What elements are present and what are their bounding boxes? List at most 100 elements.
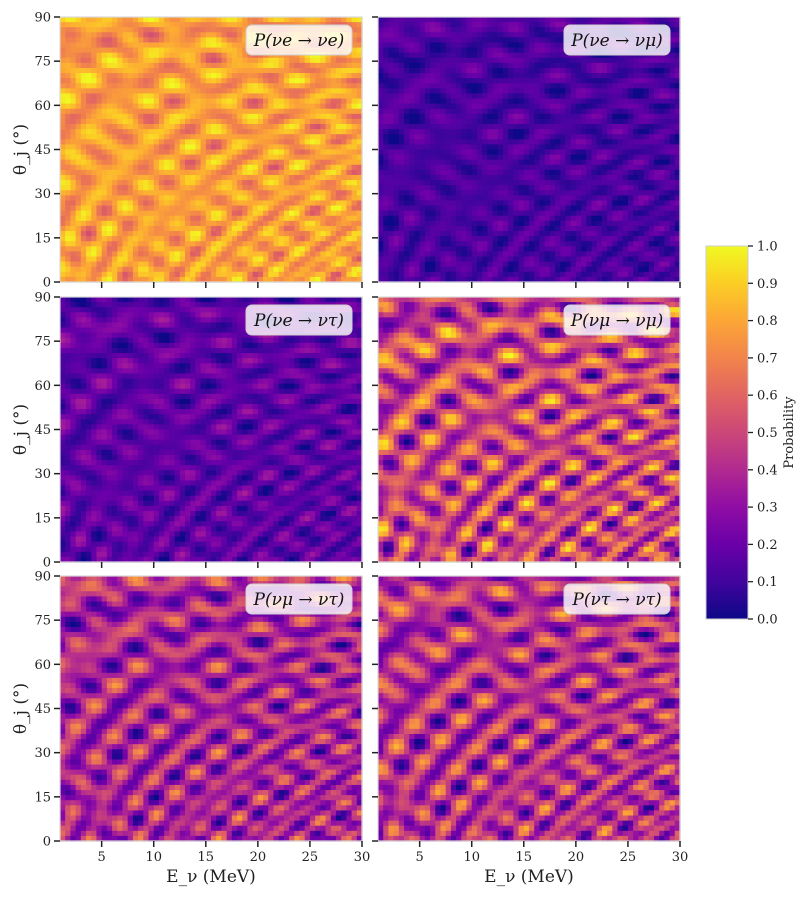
heatmap-cell xyxy=(315,129,321,135)
heatmap-cell xyxy=(211,241,217,247)
heatmap-cell xyxy=(242,241,249,247)
heatmap-cell xyxy=(127,17,134,23)
heatmap-cell xyxy=(106,261,113,268)
heatmap-cell xyxy=(502,149,509,156)
heatmap-cell xyxy=(335,190,342,196)
heatmap-cell xyxy=(440,52,447,59)
heatmap-cell xyxy=(80,215,87,222)
heatmap-cell xyxy=(179,144,186,151)
heatmap-cell xyxy=(70,27,77,33)
heatmap-cell xyxy=(513,134,520,140)
heatmap-cell xyxy=(669,37,676,44)
heatmap-cell xyxy=(158,271,165,278)
heatmap-cell xyxy=(200,17,207,23)
heatmap-cell xyxy=(534,180,541,186)
heatmap-cell xyxy=(122,225,129,232)
heatmap-cell xyxy=(211,256,217,263)
heatmap-cell xyxy=(294,195,301,202)
heatmap-cell xyxy=(669,144,676,151)
heatmap-cell xyxy=(247,190,254,196)
heatmap-cell xyxy=(231,205,238,212)
heatmap-cell xyxy=(659,180,665,186)
heatmap-cell xyxy=(117,17,124,23)
heatmap-cell xyxy=(216,139,223,146)
heatmap-cell xyxy=(101,251,108,258)
heatmap-cell xyxy=(86,98,92,105)
heatmap-cell xyxy=(575,57,582,64)
heatmap-cell xyxy=(80,164,87,171)
heatmap-cell xyxy=(65,159,72,166)
heatmap-cell xyxy=(106,113,113,120)
heatmap-cell xyxy=(335,174,342,181)
heatmap-cell xyxy=(122,200,129,207)
heatmap-cell xyxy=(653,159,660,166)
heatmap-cell xyxy=(456,62,462,69)
heatmap-cell xyxy=(508,103,514,110)
heatmap-cell xyxy=(674,17,681,23)
heatmap-cell xyxy=(148,241,155,247)
heatmap-cell xyxy=(179,113,186,120)
heatmap-cell xyxy=(211,210,217,217)
heatmap-cell xyxy=(263,185,269,191)
heatmap-cell xyxy=(581,67,587,74)
heatmap-cell xyxy=(409,83,416,89)
heatmap-cell xyxy=(653,129,660,135)
heatmap-cell xyxy=(122,174,129,181)
heatmap-cell xyxy=(221,256,228,263)
heatmap-cell xyxy=(409,73,416,79)
heatmap-cell xyxy=(101,37,108,44)
heatmap-cell xyxy=(299,118,306,125)
heatmap-cell xyxy=(242,103,249,110)
heatmap-cell xyxy=(596,139,603,146)
heatmap-cell xyxy=(378,88,384,95)
heatmap-cell xyxy=(669,169,676,176)
heatmap-cell xyxy=(117,185,124,191)
heatmap-cell xyxy=(174,185,181,191)
heatmap-cell xyxy=(153,190,160,196)
heatmap-cell xyxy=(60,108,66,115)
heatmap-cell xyxy=(502,124,509,130)
heatmap-cell xyxy=(393,88,400,95)
heatmap-cell xyxy=(299,124,306,130)
heatmap-cell xyxy=(190,73,196,79)
heatmap-cell xyxy=(330,144,337,151)
heatmap-cell xyxy=(200,103,207,110)
heatmap-cell xyxy=(169,220,176,227)
heatmap-cell xyxy=(320,62,327,69)
heatmap-cell xyxy=(205,195,212,202)
heatmap-cell xyxy=(247,78,254,84)
heatmap-cell xyxy=(190,276,196,283)
heatmap-cell xyxy=(86,154,92,161)
heatmap-cell xyxy=(461,149,468,156)
heatmap-cell xyxy=(263,144,269,151)
heatmap-cell xyxy=(575,52,582,59)
heatmap-cell xyxy=(330,139,337,146)
heatmap-cell xyxy=(80,200,87,207)
heatmap-cell xyxy=(112,129,118,135)
heatmap-cell xyxy=(268,210,275,217)
heatmap-cell xyxy=(231,103,238,110)
heatmap-cell xyxy=(612,52,619,59)
heatmap-cell xyxy=(80,154,87,161)
heatmap-cell xyxy=(445,180,452,186)
heatmap-cell xyxy=(393,22,400,28)
heatmap-cell xyxy=(200,236,207,242)
heatmap-cell xyxy=(544,164,551,171)
heatmap-cell xyxy=(75,220,82,227)
heatmap-cell xyxy=(398,57,405,64)
heatmap-cell xyxy=(315,88,321,95)
heatmap-cell xyxy=(513,180,520,186)
heatmap-cell xyxy=(148,113,155,120)
heatmap-cell xyxy=(247,52,254,59)
heatmap-cell xyxy=(231,57,238,64)
heatmap-cell xyxy=(86,78,92,84)
heatmap-cell xyxy=(596,83,603,89)
heatmap-cell xyxy=(112,220,118,227)
heatmap-cell xyxy=(529,67,535,74)
heatmap-cell xyxy=(581,108,587,115)
heatmap-cell xyxy=(383,169,390,176)
heatmap-cell xyxy=(404,154,410,161)
heatmap-cell xyxy=(529,118,535,125)
heatmap-cell xyxy=(164,113,170,120)
